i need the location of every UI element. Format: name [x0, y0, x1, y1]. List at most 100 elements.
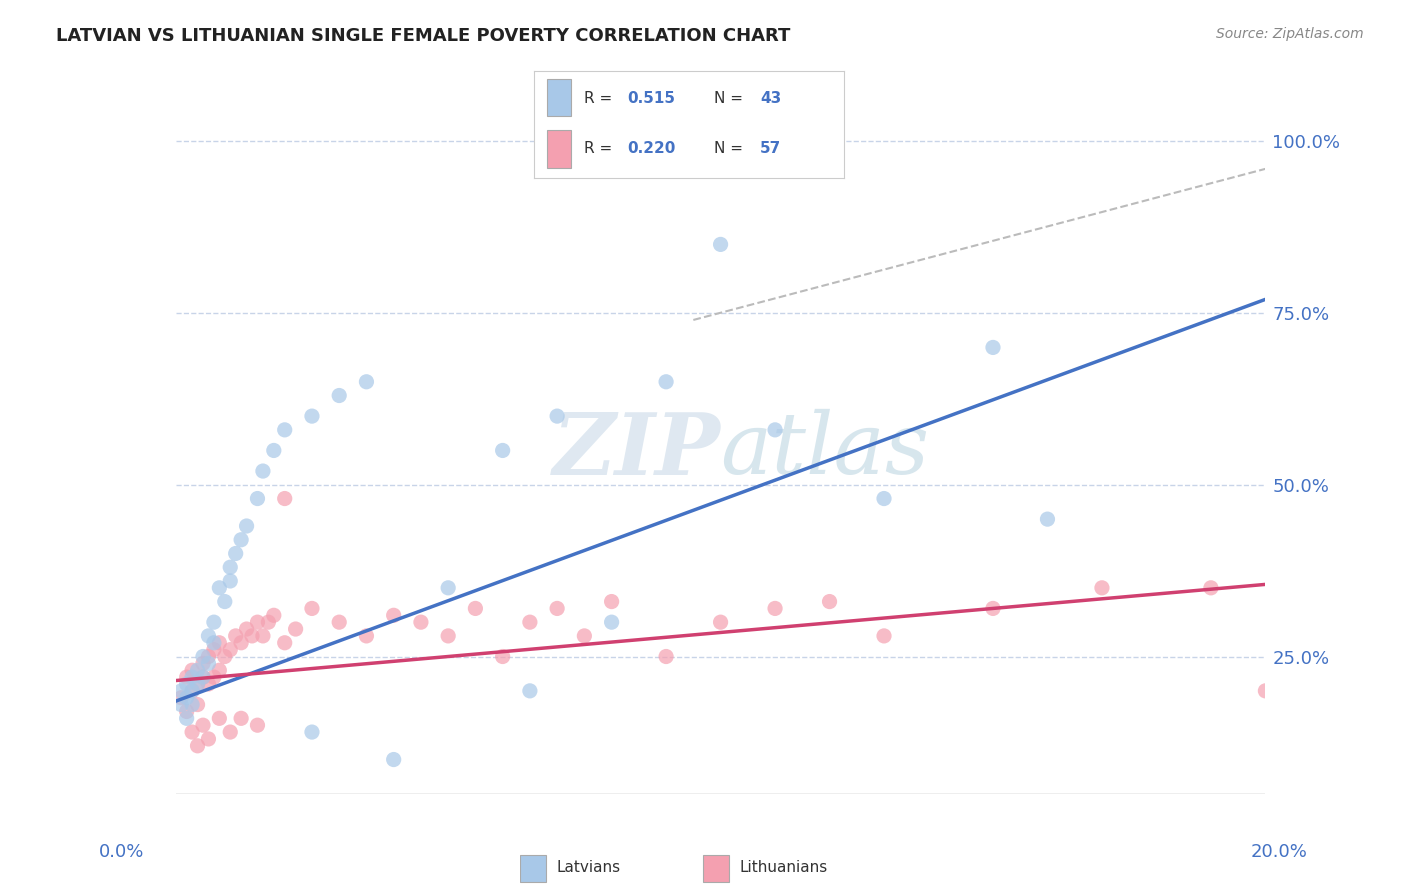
Point: [181, 670, 204, 684]
Point: [219, 642, 242, 657]
Point: [231, 711, 253, 725]
Point: [219, 574, 242, 588]
Point: [240, 629, 263, 643]
Point: [170, 690, 193, 705]
Point: [1199, 581, 1222, 595]
Point: [181, 683, 204, 698]
Point: [328, 388, 350, 402]
Point: [170, 683, 193, 698]
Point: [1091, 581, 1114, 595]
Point: [186, 663, 209, 677]
Point: [274, 636, 297, 650]
Text: 43: 43: [761, 91, 782, 105]
Point: [181, 698, 204, 712]
Point: [1036, 512, 1059, 526]
FancyBboxPatch shape: [520, 855, 546, 881]
Point: [655, 649, 678, 664]
Text: 0.0%: 0.0%: [98, 843, 143, 861]
Point: [252, 464, 274, 478]
Point: [1254, 683, 1277, 698]
Text: 0.515: 0.515: [627, 91, 675, 105]
Point: [464, 601, 486, 615]
Point: [252, 629, 274, 643]
Point: [197, 649, 219, 664]
FancyBboxPatch shape: [547, 78, 571, 116]
Point: [235, 519, 257, 533]
Point: [710, 237, 733, 252]
Text: 57: 57: [761, 141, 782, 156]
Point: [546, 409, 568, 424]
Point: [208, 663, 231, 677]
Point: [176, 677, 198, 691]
Point: [208, 636, 231, 650]
Point: [197, 629, 219, 643]
Point: [186, 677, 209, 691]
Point: [492, 649, 515, 664]
Point: [710, 615, 733, 630]
Text: LATVIAN VS LITHUANIAN SINGLE FEMALE POVERTY CORRELATION CHART: LATVIAN VS LITHUANIAN SINGLE FEMALE POVE…: [56, 27, 790, 45]
Point: [356, 375, 378, 389]
Point: [231, 636, 253, 650]
Point: [519, 615, 541, 630]
Point: [437, 581, 460, 595]
Point: [219, 725, 242, 739]
Point: [202, 642, 225, 657]
Point: [186, 698, 209, 712]
Point: [655, 375, 678, 389]
Point: [197, 657, 219, 671]
Point: [328, 615, 350, 630]
Point: [546, 601, 568, 615]
Point: [409, 615, 432, 630]
Point: [191, 718, 214, 732]
Point: [263, 443, 285, 458]
Point: [186, 739, 209, 753]
Point: [197, 731, 219, 746]
Text: Source: ZipAtlas.com: Source: ZipAtlas.com: [1216, 27, 1364, 41]
Point: [181, 725, 204, 739]
Point: [181, 663, 204, 677]
Point: [208, 581, 231, 595]
Text: 0.220: 0.220: [627, 141, 675, 156]
Point: [356, 629, 378, 643]
Point: [763, 601, 786, 615]
Point: [274, 423, 297, 437]
Point: [600, 594, 623, 608]
Point: [235, 622, 257, 636]
Point: [176, 711, 198, 725]
Text: R =: R =: [583, 141, 617, 156]
Point: [214, 594, 236, 608]
Point: [284, 622, 307, 636]
Point: [202, 615, 225, 630]
Point: [574, 629, 596, 643]
Point: [246, 718, 269, 732]
Point: [191, 670, 214, 684]
Point: [191, 657, 214, 671]
Point: [763, 423, 786, 437]
Point: [186, 677, 209, 691]
Point: [191, 670, 214, 684]
Point: [208, 711, 231, 725]
Text: Lithuanians: Lithuanians: [740, 860, 828, 875]
Point: [492, 443, 515, 458]
Text: N =: N =: [714, 141, 748, 156]
Point: [263, 608, 285, 623]
Point: [519, 683, 541, 698]
Point: [202, 636, 225, 650]
Point: [191, 649, 214, 664]
Point: [214, 649, 236, 664]
Point: [437, 629, 460, 643]
Point: [981, 340, 1004, 354]
Point: [176, 705, 198, 719]
Point: [301, 601, 323, 615]
Point: [202, 670, 225, 684]
Point: [246, 615, 269, 630]
FancyBboxPatch shape: [547, 130, 571, 168]
Text: ZIP: ZIP: [553, 409, 721, 492]
Point: [873, 629, 896, 643]
Text: Latvians: Latvians: [557, 860, 621, 875]
Point: [382, 608, 405, 623]
Text: N =: N =: [714, 91, 748, 105]
Point: [170, 698, 193, 712]
Point: [257, 615, 280, 630]
Text: R =: R =: [583, 91, 617, 105]
